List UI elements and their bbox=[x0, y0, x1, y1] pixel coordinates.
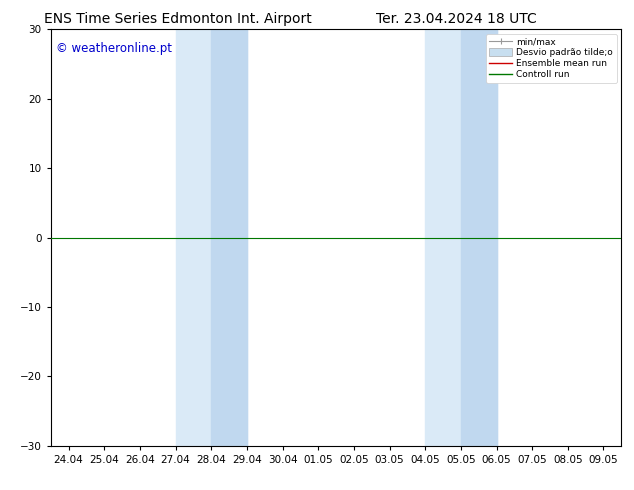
Text: © weatheronline.pt: © weatheronline.pt bbox=[56, 42, 172, 55]
Bar bbox=[461, 29, 496, 446]
Legend: min/max, Desvio padrão tilde;o, Ensemble mean run, Controll run: min/max, Desvio padrão tilde;o, Ensemble… bbox=[486, 34, 617, 82]
Text: Ter. 23.04.2024 18 UTC: Ter. 23.04.2024 18 UTC bbox=[376, 12, 537, 26]
Bar bbox=[176, 29, 247, 446]
Text: ENS Time Series Edmonton Int. Airport: ENS Time Series Edmonton Int. Airport bbox=[44, 12, 311, 26]
Bar bbox=[211, 29, 247, 446]
Bar bbox=[425, 29, 496, 446]
